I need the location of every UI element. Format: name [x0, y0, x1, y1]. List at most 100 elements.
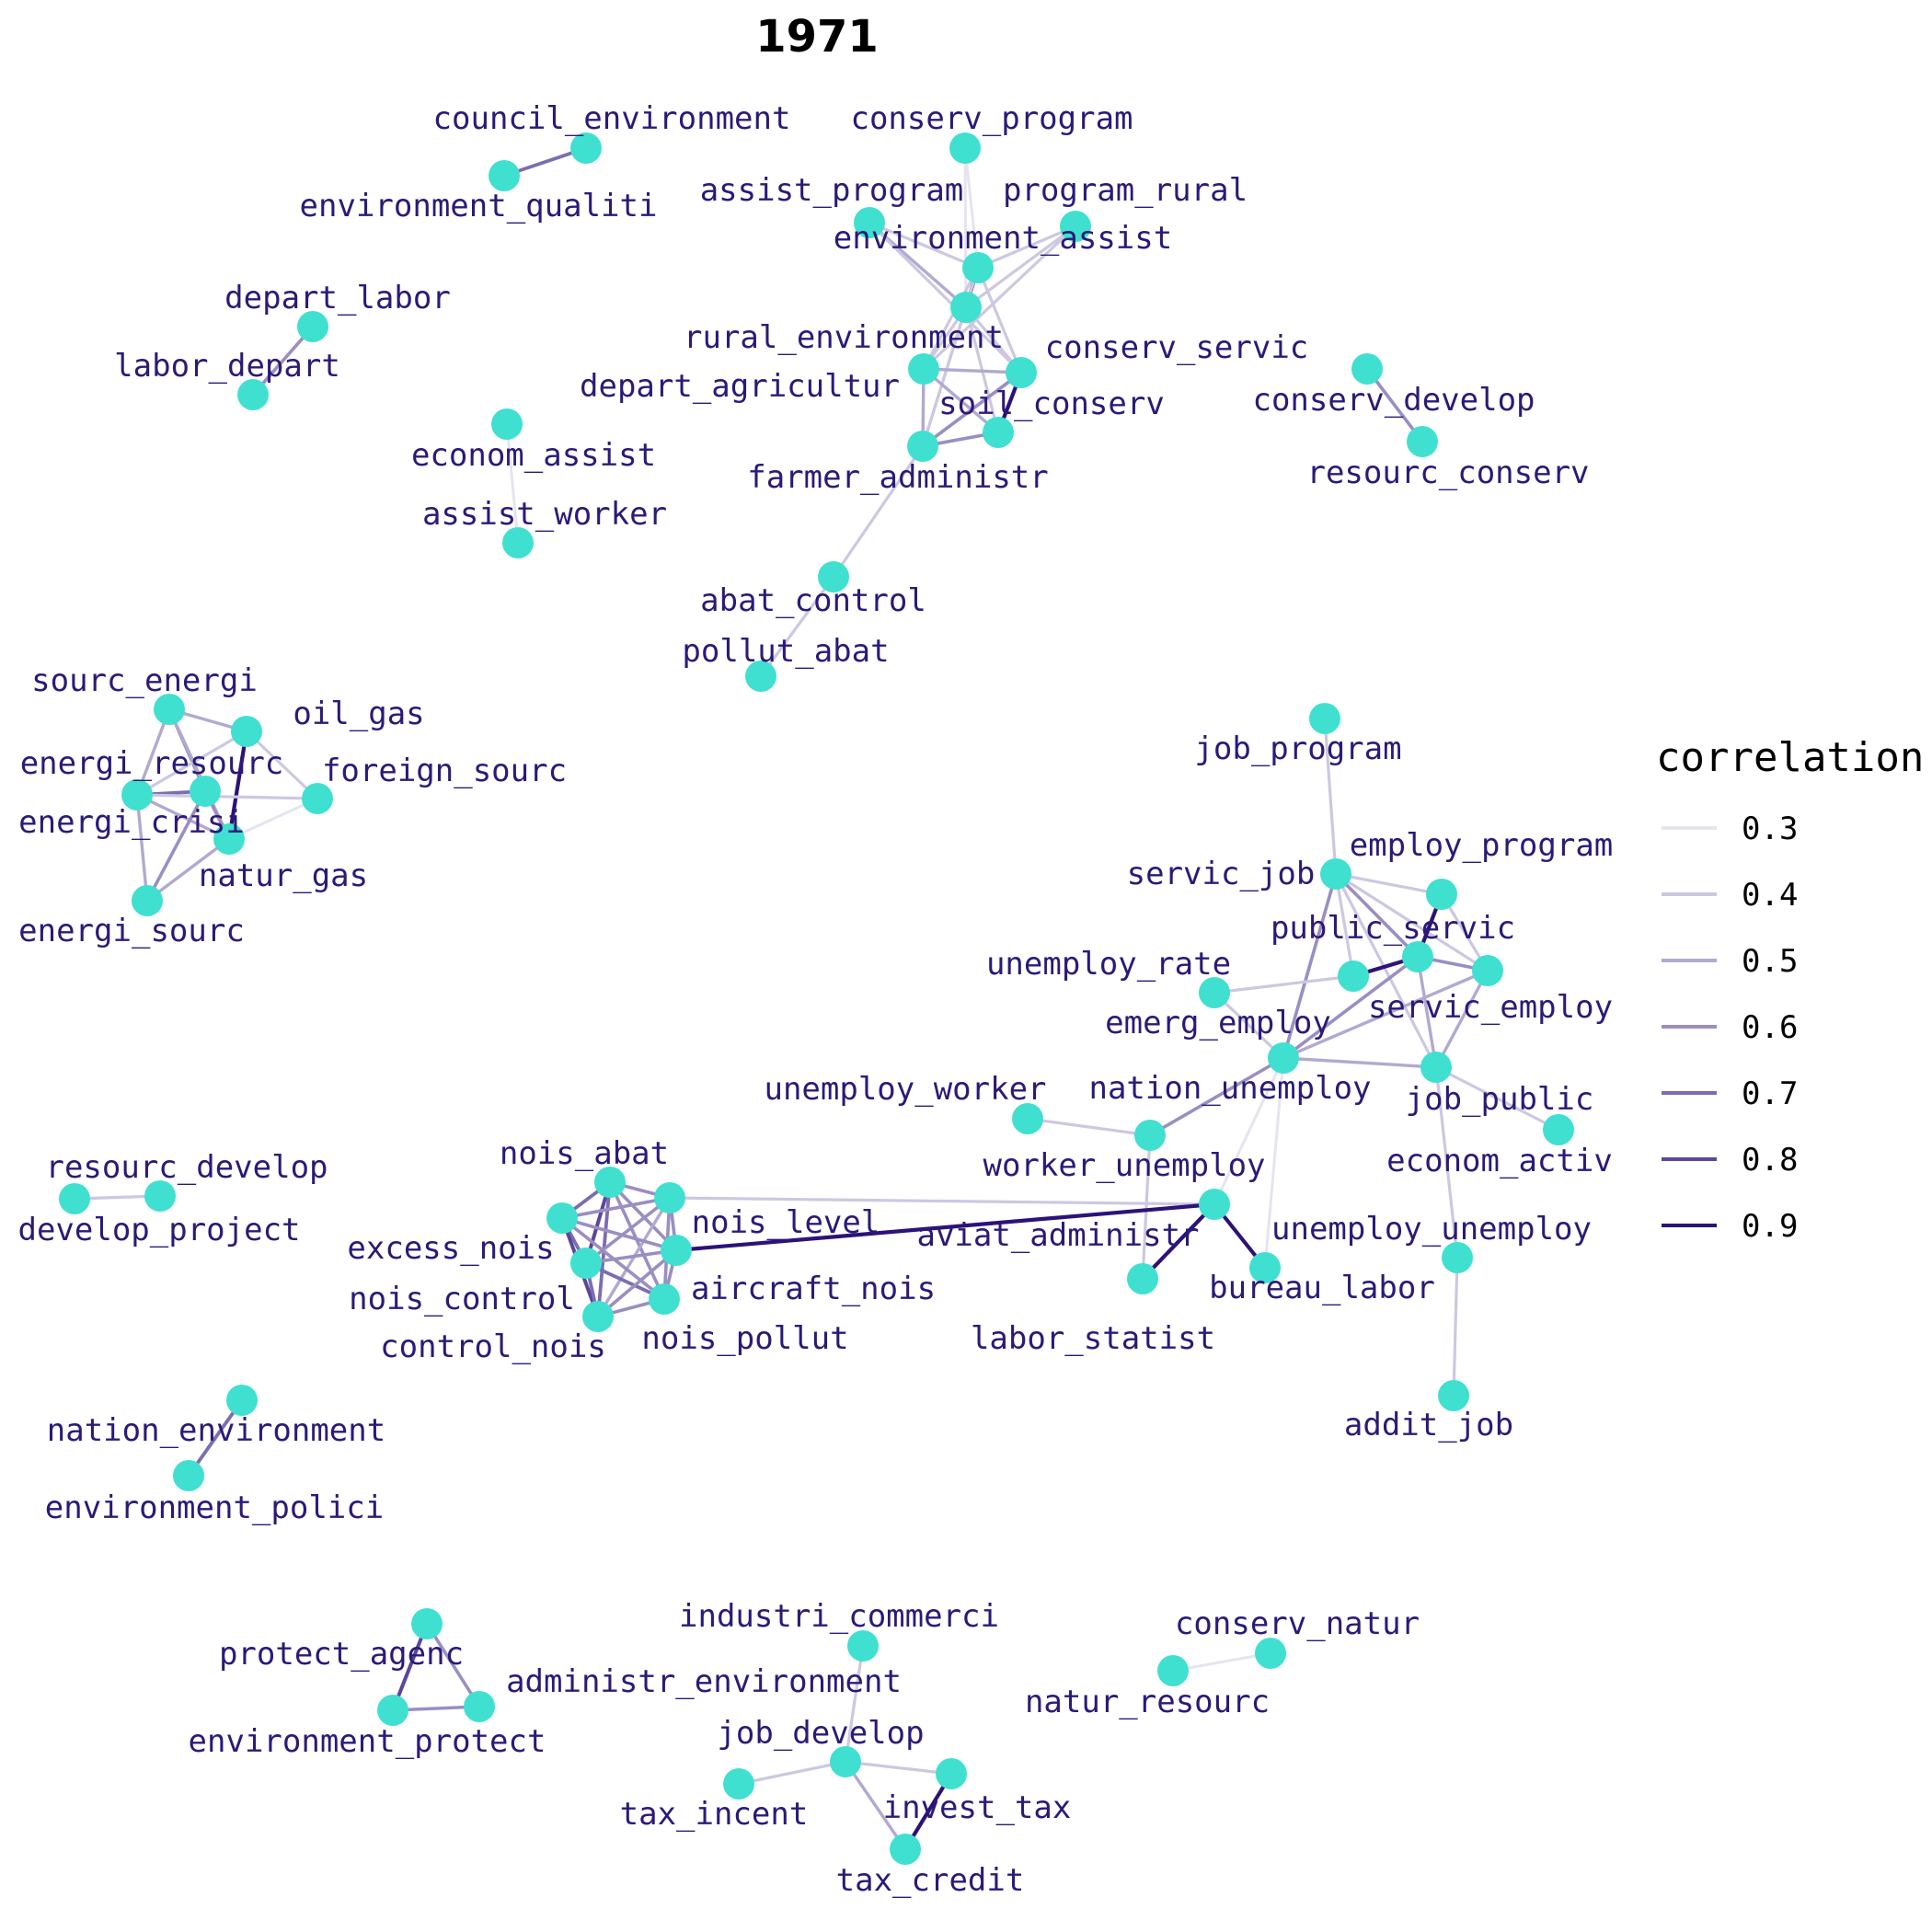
- node-public_servic: [1402, 941, 1433, 972]
- node-label-foreign_sourc: foreign_sourc: [322, 753, 567, 789]
- edge-oil_gas-energi_resourc: [135, 730, 248, 797]
- node-label-industri_commerci: industri_commerci: [679, 1598, 999, 1635]
- node-nois_level: [654, 1182, 685, 1213]
- node-label-nois_level: nois_level: [692, 1204, 880, 1241]
- edge-servic_job-nation_unemploy: [1282, 872, 1338, 1060]
- edge-natur_gas-energi_sourc: [145, 837, 231, 903]
- node-label-assist_program: assist_program: [700, 172, 964, 209]
- node-natur_resourc: [1157, 1655, 1189, 1686]
- edge-servic_job-public_servic: [1334, 872, 1420, 959]
- node-excess_nois: [546, 1202, 578, 1234]
- node-label-protect_agenc: protect_agenc: [219, 1636, 464, 1673]
- node-energi_resourc: [121, 779, 153, 811]
- edge-unemploy_unemploy-addit_job: [1452, 1256, 1459, 1397]
- node-label-conserv_develop: conserv_develop: [1252, 382, 1535, 419]
- node-nation_environment: [226, 1385, 258, 1416]
- edge-aircraft_nois-aviat_administr: [673, 1202, 1217, 1253]
- node-label-rural_environment: rural_environment: [684, 319, 1004, 356]
- edge-job_public-unemploy_unemploy: [1434, 1065, 1459, 1259]
- edge-unemploy_rate-emerg_employ: [1213, 974, 1355, 995]
- node-label-excess_nois: excess_nois: [347, 1230, 554, 1267]
- node-label-council_environment: council_environment: [433, 100, 791, 137]
- legend-title: correlation: [1656, 734, 1924, 781]
- node-addit_job: [1438, 1380, 1469, 1411]
- node-label-nation_unemploy: nation_unemploy: [1088, 1070, 1371, 1107]
- node-label-farmer_administr: farmer_administr: [747, 459, 1049, 496]
- edge-servic_employ-nation_unemploy: [1282, 969, 1489, 1060]
- edge-energi_crisi-energi_sourc: [145, 789, 207, 903]
- node-assist_program: [854, 207, 885, 238]
- node-label-job_public: job_public: [1406, 1081, 1594, 1118]
- edge-public_servic-nation_unemploy: [1282, 955, 1420, 1060]
- node-label-tax_incent: tax_incent: [620, 1796, 809, 1833]
- node-conserv_natur: [1255, 1638, 1286, 1669]
- node-label-unemploy_worker: unemploy_worker: [764, 1071, 1046, 1108]
- node-oil_gas: [231, 716, 262, 747]
- edge-unemploy_worker-worker_unemploy: [1026, 1117, 1152, 1137]
- edge-public_servic-job_public: [1416, 955, 1438, 1069]
- node-servic_job: [1320, 858, 1351, 890]
- node-aviat_administr: [1199, 1189, 1230, 1220]
- node-conserv_program: [949, 132, 981, 164]
- edge-nation_unemploy-bureau_labor: [1263, 1056, 1285, 1270]
- node-farmer_administr: [907, 431, 938, 462]
- node-label-econom_activ: econom_activ: [1386, 1143, 1613, 1179]
- edge-program_rural-depart_agricultur: [922, 224, 1077, 371]
- node-label-environment_polici: environment_polici: [45, 1489, 384, 1526]
- node-abat_control: [818, 561, 849, 592]
- node-control_nois: [582, 1301, 614, 1332]
- node-label-control_nois: control_nois: [380, 1328, 606, 1365]
- node-emerg_employ: [1338, 960, 1369, 992]
- edge-conserv_servic-farmer_administr: [921, 371, 1023, 448]
- node-environment_polici: [173, 1460, 204, 1491]
- node-label-labor_statist: labor_statist: [971, 1320, 1215, 1357]
- node-label-servic_job: servic_job: [1127, 856, 1316, 892]
- node-label-depart_agricultur: depart_agricultur: [580, 368, 900, 405]
- edge-industri_commerci-job_develop: [844, 1644, 865, 1764]
- node-label-energi_resourc: energi_resourc: [20, 745, 284, 782]
- edge-aircraft_nois-control_nois: [596, 1248, 678, 1318]
- edge-oil_gas-foreign_sourc: [245, 730, 319, 800]
- node-label-bureau_labor: bureau_labor: [1209, 1270, 1435, 1306]
- node-label-unemploy_rate: unemploy_rate: [986, 946, 1231, 983]
- node-label-aircraft_nois: aircraft_nois: [691, 1271, 936, 1307]
- node-employ_program: [1426, 879, 1457, 910]
- legend-value: 0.6: [1742, 1009, 1798, 1046]
- edge-environment_assist-conserv_servic: [976, 266, 1023, 374]
- edge-oil_gas-natur_gas: [226, 729, 249, 842]
- edge-program_rural-rural_environment: [964, 224, 1077, 309]
- node-depart_agricultur: [908, 353, 939, 385]
- node-label-addit_job: addit_job: [1344, 1407, 1513, 1443]
- node-label-abat_control: abat_control: [700, 582, 926, 619]
- legend-value: 0.8: [1742, 1142, 1798, 1179]
- node-label-public_servic: public_servic: [1271, 910, 1515, 947]
- node-natur_gas: [213, 823, 245, 855]
- node-label-nation_environment: nation_environment: [47, 1412, 385, 1449]
- edge-nois_level-nois_control: [584, 1196, 672, 1265]
- legend-value: 0.9: [1742, 1208, 1798, 1245]
- node-label-environment_assist: environment_assist: [834, 220, 1172, 257]
- edge-nation_unemploy-job_public: [1282, 1056, 1438, 1069]
- node-energi_crisi: [190, 776, 221, 807]
- edge-job_develop-tax_incent: [737, 1760, 847, 1786]
- node-rural_environment: [950, 292, 982, 323]
- node-develop_project: [59, 1183, 90, 1214]
- node-unemploy_rate: [1199, 977, 1230, 1008]
- node-assist_worker: [502, 527, 534, 558]
- edge-depart_agricultur-conserv_servic: [922, 367, 1023, 374]
- edge-job_public-econom_activ: [1434, 1065, 1560, 1132]
- node-foreign_sourc: [302, 783, 333, 814]
- node-environment_qualiti: [489, 160, 520, 191]
- node-job_program: [1309, 703, 1340, 734]
- node-label-develop_project: develop_project: [17, 1212, 300, 1248]
- edge-rural_environment-farmer_administr: [921, 305, 968, 448]
- edge-servic_job-emerg_employ: [1334, 872, 1355, 978]
- edge-servic_job-employ_program: [1334, 872, 1443, 896]
- node-label-nois_abat: nois_abat: [500, 1135, 669, 1172]
- node-label-employ_program: employ_program: [1350, 827, 1614, 864]
- node-label-program_rural: program_rural: [1003, 172, 1248, 209]
- node-label-resourc_develop: resourc_develop: [45, 1149, 328, 1186]
- legend-value: 0.4: [1742, 877, 1798, 914]
- edge-nois_abat-aircraft_nois: [608, 1180, 678, 1252]
- node-labor_statist: [1127, 1263, 1158, 1294]
